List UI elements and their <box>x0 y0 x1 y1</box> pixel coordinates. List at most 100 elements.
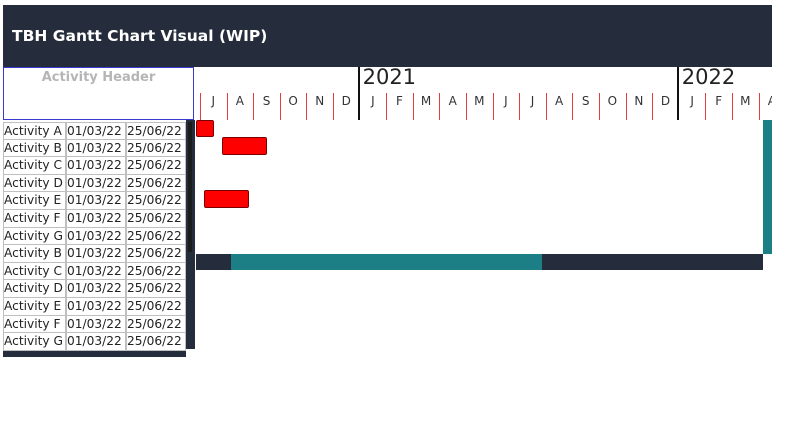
table-row[interactable]: Activity D 01/03/22 25/06/22 <box>3 280 186 298</box>
start-date-cell: 01/03/22 <box>66 245 126 263</box>
year-divider <box>357 67 360 120</box>
vertical-scrollbar[interactable] <box>186 120 195 349</box>
visual-title: TBH Gantt Chart Visual (WIP) <box>3 5 772 67</box>
gantt-bar[interactable] <box>196 120 214 137</box>
month-tick <box>253 93 255 120</box>
month-tick <box>226 93 228 120</box>
month-tick <box>306 93 308 120</box>
month-label: F <box>396 94 403 108</box>
month-tick <box>439 93 441 120</box>
month-tick <box>200 93 201 120</box>
month-label: S <box>581 94 590 108</box>
month-label: J <box>371 94 375 108</box>
start-date-cell: 01/03/22 <box>66 297 126 316</box>
month-tick <box>572 93 574 120</box>
month-tick <box>625 93 627 120</box>
activity-cell: Activity D <box>3 174 66 193</box>
vertical-scrollbar-thumb[interactable] <box>188 122 192 252</box>
activity-header[interactable]: Activity Header <box>3 67 194 120</box>
table-bottom-bar <box>3 351 186 357</box>
year-label: 2021 <box>362 67 417 89</box>
table-row[interactable]: Activity C 01/03/22 25/06/22 <box>3 262 186 281</box>
activity-cell: Activity B <box>3 245 66 263</box>
end-date-cell: 25/06/22 <box>126 174 186 193</box>
end-date-cell: 25/06/22 <box>126 209 186 228</box>
month-label: M <box>474 94 485 108</box>
table-row[interactable]: Activity E 01/03/22 25/06/22 <box>3 192 186 210</box>
month-label: N <box>634 94 644 108</box>
month-tick <box>705 93 707 120</box>
horizontal-scrollbar[interactable] <box>196 254 763 270</box>
start-date-cell: 01/03/22 <box>66 157 126 175</box>
month-label: O <box>607 94 618 108</box>
month-tick <box>652 93 654 120</box>
end-date-cell: 25/06/22 <box>126 157 186 175</box>
month-tick <box>466 93 467 120</box>
month-label: A <box>448 94 457 108</box>
month-label: M <box>420 94 432 108</box>
table-row[interactable]: Activity G 01/03/22 25/06/22 <box>3 333 186 351</box>
activity-table: Activity A 01/03/22 25/06/22 Activity B 01/0… <box>3 122 186 351</box>
table-row[interactable]: Activity F 01/03/22 25/06/22 <box>3 209 186 228</box>
end-date-cell: 25/06/22 <box>126 333 186 351</box>
end-date-cell: 25/06/22 <box>126 315 186 334</box>
gantt-bar[interactable] <box>204 190 249 208</box>
start-date-cell: 01/03/22 <box>66 333 126 351</box>
horizontal-scrollbar-thumb[interactable] <box>231 254 542 270</box>
start-date-cell: 01/03/22 <box>66 262 126 281</box>
table-row[interactable]: Activity D 01/03/22 25/06/22 <box>3 174 186 193</box>
month-label: A <box>554 94 564 108</box>
end-date-cell: 25/06/22 <box>126 297 186 316</box>
table-row[interactable]: Activity F 01/03/22 25/06/22 <box>3 315 186 334</box>
start-date-cell: 01/03/22 <box>66 209 126 228</box>
activity-cell: Activity G <box>3 333 66 351</box>
table-row[interactable]: Activity C 01/03/22 25/06/22 <box>3 157 186 175</box>
table-row[interactable]: Activity G 01/03/22 25/06/22 <box>3 227 186 246</box>
end-date-cell: 25/06/22 <box>126 139 186 158</box>
start-date-cell: 01/03/22 <box>66 192 126 210</box>
month-label: N <box>315 94 325 108</box>
gantt-bar[interactable] <box>222 137 267 155</box>
month-label: J <box>211 94 216 108</box>
activity-cell: Activity C <box>3 262 66 281</box>
start-date-cell: 01/03/22 <box>66 174 126 193</box>
end-date-cell: 25/06/22 <box>126 192 186 210</box>
end-date-cell: 25/06/22 <box>126 122 186 140</box>
month-label: A <box>767 94 772 108</box>
activity-cell: Activity E <box>3 192 66 210</box>
month-tick <box>519 93 521 120</box>
end-date-cell: 25/06/22 <box>126 280 186 298</box>
year-label: 2022 <box>681 67 736 89</box>
month-tick <box>279 93 281 120</box>
month-label: D <box>341 94 351 108</box>
end-date-cell: 25/06/22 <box>126 227 186 246</box>
activity-cell: Activity C <box>3 157 66 175</box>
table-row[interactable]: Activity A 01/03/22 25/06/22 <box>3 122 186 140</box>
gantt-chart-area <box>196 120 763 254</box>
month-tick <box>412 93 414 120</box>
table-row[interactable]: Activity B 01/03/22 25/06/22 <box>3 245 186 263</box>
end-date-cell: 25/06/22 <box>126 245 186 263</box>
month-label: M <box>740 94 751 108</box>
month-tick <box>386 93 388 120</box>
start-date-cell: 01/03/22 <box>66 122 126 140</box>
timeline-header: J A S O N D 2021 J F M A M J J A S O N D 2022 J F M A <box>195 67 772 120</box>
activity-cell: Activity E <box>3 297 66 316</box>
activity-cell: Activity G <box>3 227 66 246</box>
month-tick <box>758 93 760 120</box>
right-scroll-accent[interactable] <box>763 120 772 254</box>
activity-cell: Activity D <box>3 280 66 298</box>
month-label: F <box>715 94 723 108</box>
activity-cell: Activity F <box>3 209 66 228</box>
month-tick <box>545 93 547 120</box>
year-divider <box>676 67 679 120</box>
activity-cell: Activity B <box>3 139 66 158</box>
month-label: J <box>690 94 694 108</box>
start-date-cell: 01/03/22 <box>66 315 126 334</box>
month-label: J <box>504 94 508 108</box>
table-row[interactable]: Activity E 01/03/22 25/06/22 <box>3 297 186 316</box>
activity-cell: Activity F <box>3 315 66 334</box>
table-row[interactable]: Activity B 01/03/22 25/06/22 <box>3 139 186 158</box>
month-tick <box>333 93 334 120</box>
month-tick <box>492 93 494 120</box>
